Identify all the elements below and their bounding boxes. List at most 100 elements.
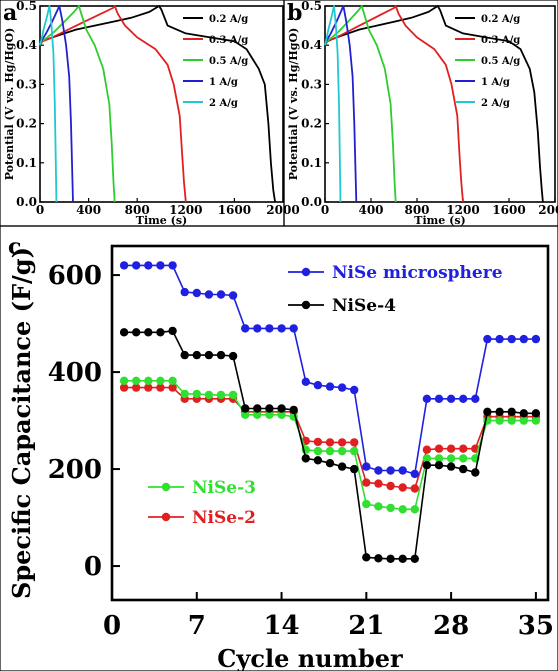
- data-point-nise-microsphere: [350, 385, 359, 395]
- legend-label: NiSe microsphere: [332, 263, 503, 283]
- data-point-nise-2: [144, 383, 153, 392]
- data-point-nise-microsphere: [192, 288, 201, 298]
- data-point-nise-3: [459, 454, 468, 463]
- x-tick-label: 35: [518, 611, 554, 641]
- legend-marker: [301, 300, 311, 310]
- x-tick-label: 800: [404, 203, 429, 217]
- data-point-nise-4: [277, 404, 286, 413]
- series-line-0-2-a-g: [39, 5, 276, 203]
- data-point-nise-microsphere: [422, 394, 432, 403]
- data-point-nise-microsphere: [289, 324, 298, 333]
- x-tick-label: 800: [125, 203, 150, 217]
- data-point-nise-3: [531, 416, 541, 425]
- data-point-nise-4: [459, 464, 468, 474]
- x-tick-label: 1600: [492, 203, 525, 217]
- data-point-nise-microsphere: [228, 291, 238, 300]
- legend-label: NiSe-3: [192, 478, 256, 498]
- legend-marker: [301, 267, 311, 277]
- data-point-nise-4: [531, 409, 541, 418]
- data-point-nise-microsphere: [204, 290, 214, 299]
- legend-label: 2 A/g: [481, 98, 510, 109]
- x-tick-label: 28: [433, 611, 469, 641]
- series-line-0-5-a-g: [39, 5, 116, 203]
- data-point-nise-microsphere: [156, 261, 165, 270]
- data-point-nise-microsphere: [386, 466, 395, 475]
- data-point-nise-3: [519, 416, 528, 425]
- data-point-nise-microsphere: [531, 334, 541, 344]
- y-tick-label: 0: [84, 552, 102, 582]
- data-point-nise-4: [386, 554, 395, 563]
- data-point-nise-4: [325, 459, 335, 468]
- legend-label: NiSe-4: [332, 296, 396, 316]
- data-point-nise-3: [216, 390, 226, 400]
- data-point-nise-microsphere: [265, 324, 274, 333]
- legend-label: 0.5 A/g: [481, 56, 520, 67]
- data-point-nise-3: [434, 454, 444, 463]
- data-point-nise-2: [446, 444, 456, 453]
- legend-label: 2 A/g: [209, 98, 238, 109]
- data-point-nise-4: [471, 468, 480, 477]
- data-point-nise-microsphere: [168, 261, 177, 270]
- data-point-nise-3: [410, 505, 419, 514]
- data-point-nise-4: [132, 328, 141, 337]
- x-axis-title: Cycle number: [217, 644, 403, 671]
- x-tick-label: 2000: [266, 203, 299, 217]
- legend-marker: [161, 482, 171, 492]
- x-tick-label: 400: [76, 203, 101, 217]
- data-point-nise-3: [228, 390, 238, 400]
- y-tick-label: 0.5: [301, 0, 322, 13]
- x-tick-label: 0: [321, 203, 329, 217]
- data-point-nise-microsphere: [180, 287, 189, 297]
- plot-area: [110, 244, 550, 602]
- data-point-nise-2: [156, 383, 165, 392]
- plot-area: [324, 5, 556, 203]
- data-point-nise-microsphere: [362, 462, 371, 471]
- data-point-nise-microsphere: [313, 381, 323, 390]
- data-point-nise-4: [180, 350, 189, 360]
- series-line-0-2-a-g: [324, 5, 544, 203]
- x-axis-title: Time (s): [136, 214, 187, 227]
- data-point-nise-3: [337, 446, 347, 456]
- data-point-nise-4: [253, 404, 262, 413]
- y-tick-label: 0.0: [301, 195, 322, 209]
- series-line-0-5-a-g: [324, 5, 397, 203]
- data-point-nise-3: [119, 376, 129, 385]
- data-point-nise-4: [398, 554, 407, 563]
- data-point-nise-4: [216, 350, 226, 360]
- data-point-nise-microsphere: [519, 334, 528, 344]
- data-point-nise-4: [374, 554, 383, 563]
- data-point-nise-3: [386, 503, 395, 513]
- data-point-nise-microsphere: [495, 334, 504, 344]
- x-axis-title: Time (s): [414, 214, 465, 227]
- x-tick-label: 0: [103, 611, 121, 641]
- data-point-nise-3: [132, 376, 141, 385]
- data-point-nise-4: [519, 409, 528, 418]
- y-tick-label: 0.1: [16, 156, 37, 170]
- data-point-nise-3: [446, 454, 456, 463]
- data-point-nise-2: [459, 444, 468, 453]
- data-point-nise-4: [337, 462, 347, 471]
- data-point-nise-4: [313, 456, 323, 465]
- data-point-nise-4: [144, 328, 153, 337]
- data-point-nise-microsphere: [301, 377, 310, 386]
- plot-area: [39, 5, 284, 203]
- data-point-nise-microsphere: [144, 261, 153, 270]
- x-tick-label: 21: [348, 611, 384, 641]
- data-point-nise-3: [495, 416, 504, 425]
- data-point-nise-2: [362, 478, 371, 487]
- data-point-nise-4: [168, 326, 177, 336]
- data-point-nise-3: [168, 376, 177, 385]
- data-point-nise-microsphere: [325, 382, 335, 391]
- data-point-nise-microsphere: [132, 261, 141, 270]
- data-point-nise-4: [119, 328, 129, 337]
- data-point-nise-2: [337, 438, 347, 447]
- data-point-nise-2: [398, 483, 407, 492]
- data-point-nise-microsphere: [459, 394, 468, 403]
- data-point-nise-4: [410, 554, 419, 563]
- panel-letter-a: a: [3, 0, 17, 26]
- series-line-1-a-g: [39, 5, 74, 203]
- data-point-nise-3: [374, 502, 383, 511]
- legend-label: 0.2 A/g: [209, 14, 248, 25]
- y-tick-label: 0.4: [301, 38, 322, 52]
- data-point-nise-2: [132, 383, 141, 392]
